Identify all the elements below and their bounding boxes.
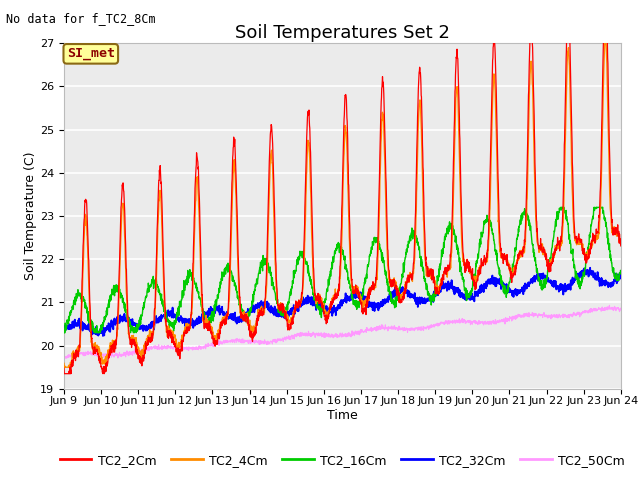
TC2_16Cm bbox=[568, 249, 575, 254]
TC2_16Cm bbox=[60, 330, 68, 336]
TC2_16Cm bbox=[504, 285, 512, 291]
TC2_16Cm bbox=[358, 295, 366, 300]
Legend: TC2_2Cm, TC2_4Cm, TC2_16Cm, TC2_32Cm, TC2_50Cm: TC2_2Cm, TC2_4Cm, TC2_16Cm, TC2_32Cm, TC… bbox=[55, 449, 630, 472]
Line: TC2_50Cm: TC2_50Cm bbox=[64, 305, 621, 359]
TC2_2Cm bbox=[584, 254, 591, 260]
TC2_32Cm bbox=[359, 294, 367, 300]
TC2_32Cm bbox=[586, 265, 594, 271]
TC2_32Cm bbox=[60, 326, 68, 332]
TC2_4Cm bbox=[359, 300, 367, 306]
TC2_2Cm bbox=[527, 32, 534, 37]
TC2_16Cm bbox=[617, 268, 625, 274]
TC2_4Cm bbox=[60, 360, 68, 366]
TC2_4Cm bbox=[504, 261, 512, 266]
TC2_4Cm bbox=[371, 281, 379, 287]
TC2_50Cm bbox=[568, 313, 575, 319]
Line: TC2_2Cm: TC2_2Cm bbox=[64, 35, 621, 373]
TC2_50Cm bbox=[359, 328, 367, 334]
TC2_4Cm bbox=[60, 364, 68, 370]
TC2_50Cm bbox=[617, 307, 625, 312]
TC2_16Cm bbox=[216, 285, 223, 291]
TC2_32Cm bbox=[216, 306, 223, 312]
TC2_2Cm bbox=[617, 243, 625, 249]
Line: TC2_32Cm: TC2_32Cm bbox=[64, 268, 621, 336]
Line: TC2_16Cm: TC2_16Cm bbox=[64, 207, 621, 333]
TC2_4Cm bbox=[216, 325, 223, 331]
TC2_50Cm bbox=[60, 356, 68, 362]
X-axis label: Time: Time bbox=[327, 409, 358, 422]
TC2_50Cm bbox=[371, 326, 379, 332]
TC2_50Cm bbox=[216, 340, 223, 346]
TC2_4Cm bbox=[617, 237, 625, 243]
TC2_4Cm bbox=[568, 168, 575, 174]
TC2_2Cm bbox=[568, 140, 576, 145]
TC2_16Cm bbox=[557, 204, 564, 210]
TC2_32Cm bbox=[568, 281, 575, 287]
TC2_2Cm bbox=[371, 282, 379, 288]
Y-axis label: Soil Temperature (C): Soil Temperature (C) bbox=[24, 152, 37, 280]
TC2_32Cm bbox=[584, 267, 591, 273]
TC2_50Cm bbox=[60, 355, 68, 361]
TC2_2Cm bbox=[216, 335, 223, 340]
TC2_4Cm bbox=[584, 253, 591, 259]
TC2_32Cm bbox=[371, 300, 379, 306]
TC2_2Cm bbox=[359, 308, 367, 313]
TC2_32Cm bbox=[87, 334, 95, 339]
TC2_50Cm bbox=[605, 302, 613, 308]
TC2_32Cm bbox=[617, 275, 625, 280]
TC2_50Cm bbox=[584, 310, 591, 315]
TC2_2Cm bbox=[60, 371, 68, 376]
TC2_16Cm bbox=[584, 252, 591, 258]
TC2_50Cm bbox=[504, 317, 512, 323]
TC2_32Cm bbox=[504, 284, 512, 290]
Line: TC2_4Cm: TC2_4Cm bbox=[64, 43, 621, 367]
Text: No data for f_TC2_8Cm: No data for f_TC2_8Cm bbox=[6, 12, 156, 25]
Text: SI_met: SI_met bbox=[67, 48, 115, 60]
TC2_2Cm bbox=[60, 365, 68, 371]
Title: Soil Temperatures Set 2: Soil Temperatures Set 2 bbox=[235, 24, 450, 42]
TC2_16Cm bbox=[371, 236, 378, 242]
TC2_4Cm bbox=[601, 40, 609, 46]
TC2_2Cm bbox=[504, 263, 512, 269]
